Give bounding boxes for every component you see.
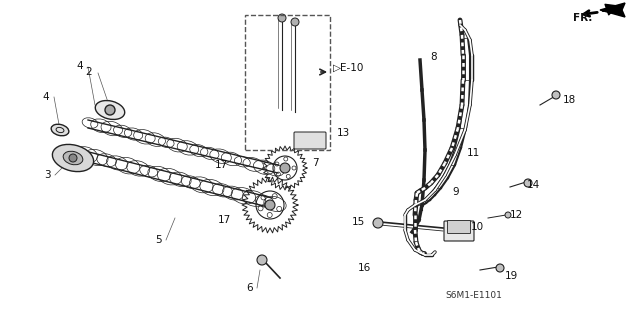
Polygon shape [600, 3, 625, 17]
Text: 17: 17 [218, 215, 231, 225]
Text: 10: 10 [471, 222, 484, 232]
Circle shape [278, 14, 286, 22]
Text: 8: 8 [430, 52, 436, 62]
FancyArrowPatch shape [603, 4, 618, 15]
Circle shape [496, 264, 504, 272]
FancyBboxPatch shape [294, 132, 326, 149]
Ellipse shape [51, 124, 69, 136]
FancyBboxPatch shape [444, 221, 474, 241]
Text: 4: 4 [42, 92, 49, 102]
Text: 12: 12 [510, 210, 524, 220]
Text: 3: 3 [44, 170, 51, 180]
Circle shape [257, 255, 267, 265]
Circle shape [265, 200, 275, 210]
Text: ▷E-10: ▷E-10 [333, 63, 364, 73]
Bar [245, 15, 330, 150]
Circle shape [552, 91, 560, 99]
Text: 18: 18 [563, 95, 576, 105]
Text: 11: 11 [467, 148, 480, 158]
Text: 4: 4 [76, 61, 83, 71]
Circle shape [373, 218, 383, 228]
Text: 15: 15 [352, 217, 365, 227]
Circle shape [105, 105, 115, 115]
Circle shape [69, 154, 77, 162]
Text: 14: 14 [527, 180, 540, 190]
Text: 19: 19 [505, 271, 518, 281]
Text: 5: 5 [155, 235, 162, 245]
Circle shape [291, 18, 299, 26]
Text: 17: 17 [215, 160, 228, 170]
Ellipse shape [52, 145, 93, 172]
Ellipse shape [63, 151, 83, 165]
Text: 2: 2 [85, 67, 92, 77]
Ellipse shape [95, 100, 125, 119]
FancyBboxPatch shape [447, 220, 470, 234]
Circle shape [524, 179, 532, 187]
Text: 9: 9 [452, 187, 459, 197]
Text: 7: 7 [312, 158, 319, 168]
Circle shape [280, 163, 290, 173]
Text: 6: 6 [246, 283, 253, 293]
Text: S6M1-E1101: S6M1-E1101 [445, 291, 502, 300]
Text: 13: 13 [337, 128, 350, 138]
Text: FR.: FR. [573, 13, 593, 23]
Circle shape [505, 212, 511, 218]
Text: 16: 16 [358, 263, 371, 273]
